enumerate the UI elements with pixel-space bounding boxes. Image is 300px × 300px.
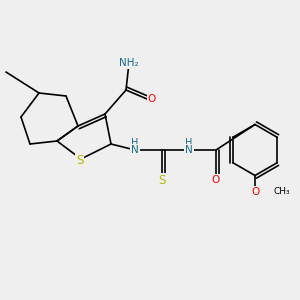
Text: O: O: [251, 187, 259, 197]
Text: CH₃: CH₃: [273, 188, 290, 196]
Text: O: O: [212, 175, 220, 185]
Text: H: H: [185, 137, 193, 148]
Text: NH₂: NH₂: [119, 58, 139, 68]
Text: N: N: [131, 145, 139, 155]
Text: N: N: [185, 145, 193, 155]
Text: S: S: [158, 173, 166, 187]
Text: H: H: [131, 137, 139, 148]
Text: O: O: [147, 94, 156, 104]
Text: S: S: [76, 154, 83, 167]
